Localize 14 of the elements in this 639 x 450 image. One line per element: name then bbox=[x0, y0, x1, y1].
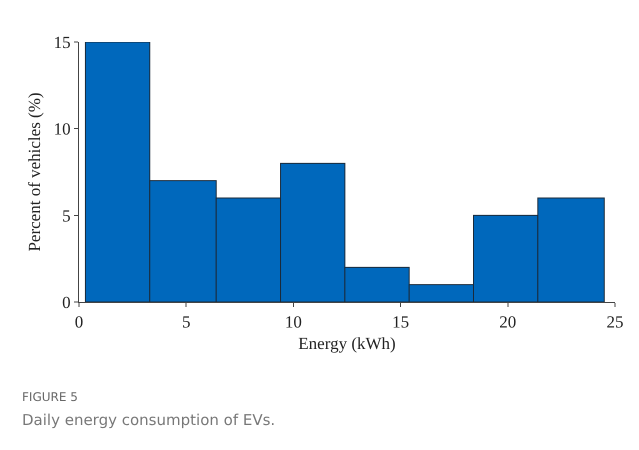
x-tick-label: 20 bbox=[499, 312, 516, 332]
caption: FIGURE 5 bbox=[22, 390, 78, 404]
y-tick-label: 0 bbox=[62, 292, 71, 312]
y-tick-label: 5 bbox=[62, 206, 71, 226]
x-tick-label: 15 bbox=[392, 312, 410, 332]
y-axis-title: Percent of vehicles (%) bbox=[25, 92, 44, 252]
x-tick-label: 25 bbox=[606, 312, 624, 332]
x-tick-label: 0 bbox=[74, 312, 84, 332]
text: Daily energy consumption of EVs. bbox=[22, 411, 276, 429]
x-tick-label: 10 bbox=[284, 312, 302, 332]
x-axis-title: Energy (kWh) bbox=[298, 334, 396, 353]
y-tick-label: 10 bbox=[54, 120, 71, 139]
x-tick-label: 5 bbox=[182, 312, 190, 332]
y-tick-label: 15 bbox=[54, 32, 71, 52]
